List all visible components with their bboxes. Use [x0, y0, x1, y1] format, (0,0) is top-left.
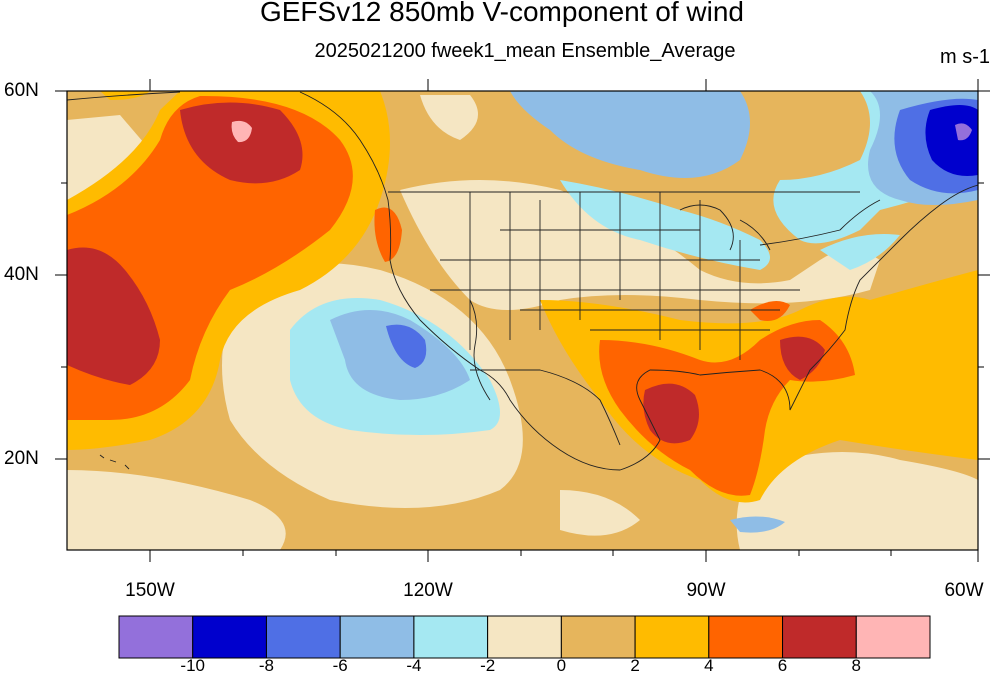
colorbar-tick-label: 4 [704, 656, 714, 675]
colorbar-swatch [855, 615, 931, 659]
lon-label-120w: 120W [403, 580, 453, 601]
lat-label-40n: 40N [4, 264, 39, 285]
colorbar-tick-label: 2 [630, 656, 640, 675]
colorbar-tick-label: 0 [556, 656, 567, 675]
colorbar-tick-label: -4 [406, 656, 422, 675]
lon-label-150w: 150W [125, 580, 175, 601]
units-label: m s-1 [940, 46, 990, 68]
colorbar-swatch [265, 615, 341, 659]
colorbar-swatch [634, 615, 710, 659]
colorbar-swatch [560, 615, 636, 659]
colorbar-swatch [118, 615, 194, 659]
lat-label-60n: 60N [4, 80, 39, 101]
colorbar [118, 615, 931, 659]
tick-marks [55, 79, 990, 562]
contour-field [67, 91, 978, 550]
colorbar-tick-label: -10 [180, 656, 205, 675]
colorbar-tick-label: 8 [851, 656, 861, 675]
colorbar-swatch [413, 615, 489, 659]
coastlines [67, 91, 978, 471]
colorbar-tick-label: -8 [258, 656, 275, 675]
colorbar-swatch [339, 615, 415, 659]
colorbar-swatch [708, 615, 784, 659]
plot-frame [66, 90, 979, 551]
colorbar-swatch [487, 615, 562, 659]
colorbar-tick-label: -2 [480, 656, 496, 675]
lon-label-90w: 90W [686, 580, 726, 601]
lon-label-60w: 60W [944, 580, 984, 601]
map-title: GEFSv12 850mb V-component of wind [259, 0, 745, 27]
colorbar-tick-label: 6 [777, 656, 788, 675]
map-subtitle: 2025021200 fweek1_mean Ensemble_Average [314, 40, 736, 62]
colorbar-swatch [192, 615, 267, 659]
lat-label-20n: 20N [4, 448, 39, 469]
colorbar-swatch [782, 615, 857, 659]
colorbar-tick-label: -6 [332, 656, 348, 675]
